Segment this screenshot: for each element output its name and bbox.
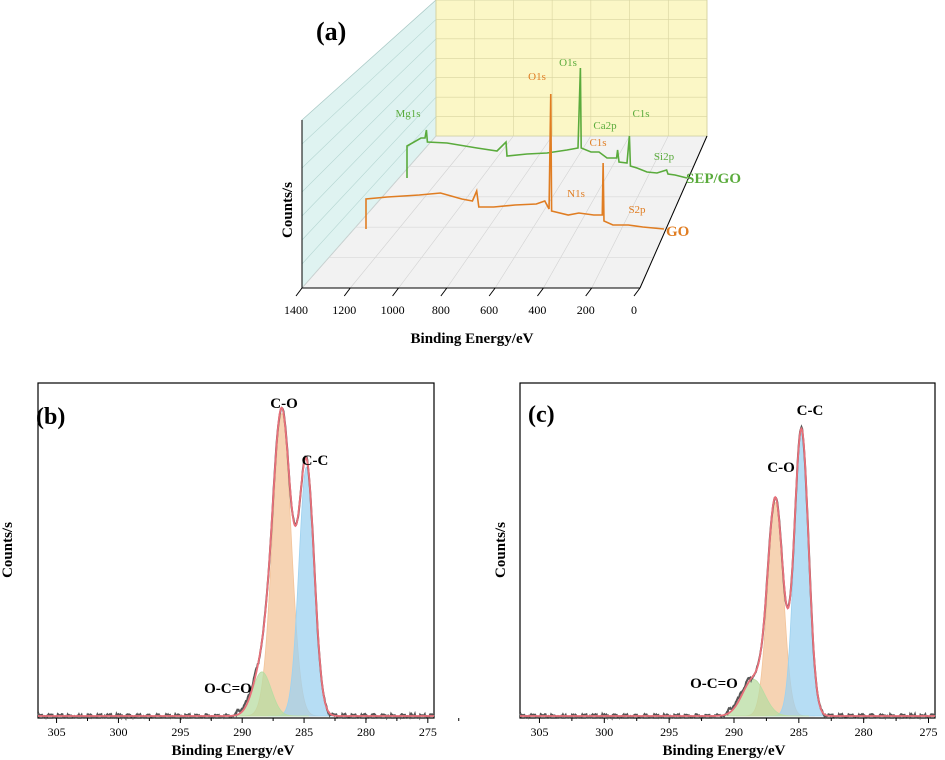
- tick-label: 0: [631, 303, 637, 317]
- peak-label: O1s: [559, 57, 577, 69]
- panel-a-ticks: 1400 1200 1000 800 600 400 200 0: [284, 287, 641, 317]
- tick-label: 290: [725, 725, 743, 739]
- tick-label: 285: [790, 725, 808, 739]
- peak-label: N1s: [567, 188, 585, 200]
- tick-label: 280: [855, 725, 873, 739]
- series-line-go: [365, 93, 665, 230]
- peak-label: C1s: [632, 108, 649, 120]
- peak-label-cc: C-C: [797, 403, 824, 419]
- panel-b: 305 300 295 290 285 280 275 (b) Counts/s Bindi…: [0, 382, 460, 759]
- panel-b-xlabel: Binding Energy/eV: [172, 743, 295, 759]
- fit-envelope: [38, 406, 434, 717]
- fit-envelope: [520, 426, 935, 717]
- tick-label: 1000: [381, 303, 405, 317]
- panel-a-ylabel: Counts/s: [280, 182, 296, 238]
- panel-c: 305 300 295 290 285 280 275 (c) Counts/s Bindi…: [493, 382, 938, 759]
- tick-label: 285: [295, 725, 313, 739]
- peak-label-co: C-O: [767, 460, 795, 476]
- panel-a-series: [365, 67, 688, 230]
- panel-c-plot: [519, 424, 936, 721]
- peak-label: O1s: [528, 71, 546, 83]
- tick-label: 275: [920, 725, 938, 739]
- panel-c-ticks: 305 300 295 290 285 280 275: [530, 718, 938, 739]
- tick-label: 200: [577, 303, 595, 317]
- peak-label: Si2p: [654, 151, 675, 163]
- tick-label: 295: [660, 725, 678, 739]
- tick-label: 1200: [332, 303, 356, 317]
- peak-label: Mg1s: [395, 108, 420, 120]
- panel-c-ylabel: Counts/s: [493, 522, 509, 578]
- peak-label-occ: O-C=O: [204, 681, 252, 697]
- panel-a-peak-labels: O1s Mg1s Ca2p C1s Si2p O1s C1s N1s S2p: [395, 57, 674, 216]
- panel-a-grid: [301, 0, 708, 289]
- peak-label-co: C-O: [270, 396, 298, 412]
- panel-b-label: (b): [36, 404, 65, 430]
- panel-c-label: (c): [528, 402, 555, 428]
- tick-label: 400: [528, 303, 546, 317]
- tick-label: 300: [109, 725, 127, 739]
- tick-label: 305: [530, 725, 548, 739]
- panel-b-ticks: 305 300 295 290 285 280 275: [48, 718, 460, 739]
- tick-label: 800: [432, 303, 450, 317]
- series-line-sepgo: [406, 67, 688, 179]
- panel-b-plot: [37, 406, 435, 721]
- series-label-go: GO: [666, 224, 689, 240]
- panel-a-label: (a): [316, 17, 346, 46]
- raw-spectrum: [519, 424, 936, 721]
- tick-label: 295: [171, 725, 189, 739]
- peak-label: Ca2p: [593, 120, 617, 132]
- peak-label: C1s: [589, 137, 606, 149]
- peak-label: S2p: [628, 204, 646, 216]
- tick-label: 300: [595, 725, 613, 739]
- tick-label: 600: [480, 303, 498, 317]
- panel-a-xlabel: Binding Energy/eV: [411, 331, 534, 347]
- peak-label-occ: O-C=O: [690, 676, 738, 692]
- series-label-sepgo: SEP/GO: [686, 171, 741, 187]
- tick-label: 1400: [284, 303, 308, 317]
- panel-b-ylabel: Counts/s: [0, 522, 16, 578]
- tick-label: 290: [233, 725, 251, 739]
- panel-c-xlabel: Binding Energy/eV: [663, 743, 786, 759]
- tick-label: 305: [48, 725, 66, 739]
- tick-label: 280: [357, 725, 375, 739]
- panel-a: 1400 1200 1000 800 600 400 200 0 O1s Mg1s Ca2p C1s…: [280, 0, 741, 347]
- raw-spectrum: [37, 407, 435, 721]
- peak-label-cc: C-C: [302, 453, 329, 469]
- tick-label: 275: [419, 725, 437, 739]
